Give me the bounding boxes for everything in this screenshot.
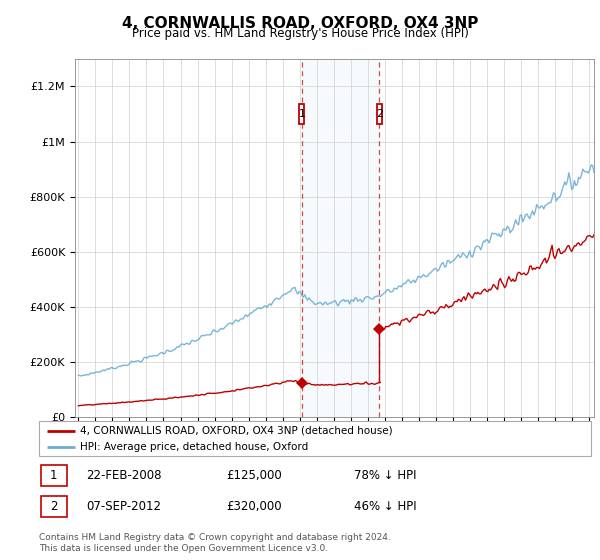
Text: 4, CORNWALLIS ROAD, OXFORD, OX4 3NP (detached house): 4, CORNWALLIS ROAD, OXFORD, OX4 3NP (det… — [80, 426, 393, 436]
Text: Price paid vs. HM Land Registry's House Price Index (HPI): Price paid vs. HM Land Registry's House … — [131, 27, 469, 40]
Text: HPI: Average price, detached house, Oxford: HPI: Average price, detached house, Oxfo… — [80, 442, 308, 452]
FancyBboxPatch shape — [41, 496, 67, 516]
FancyBboxPatch shape — [377, 105, 382, 124]
Text: 1: 1 — [298, 109, 305, 119]
Text: 07-SEP-2012: 07-SEP-2012 — [86, 500, 161, 512]
Text: 2: 2 — [50, 500, 58, 512]
Text: 46% ↓ HPI: 46% ↓ HPI — [353, 500, 416, 512]
Text: 78% ↓ HPI: 78% ↓ HPI — [353, 469, 416, 482]
FancyBboxPatch shape — [41, 465, 67, 486]
Text: 2: 2 — [376, 109, 383, 119]
FancyBboxPatch shape — [299, 105, 304, 124]
Text: Contains HM Land Registry data © Crown copyright and database right 2024.
This d: Contains HM Land Registry data © Crown c… — [39, 533, 391, 553]
Text: £320,000: £320,000 — [227, 500, 283, 512]
Text: 1: 1 — [50, 469, 58, 482]
Bar — [302, 59, 379, 417]
Text: 4, CORNWALLIS ROAD, OXFORD, OX4 3NP: 4, CORNWALLIS ROAD, OXFORD, OX4 3NP — [122, 16, 478, 31]
Text: 22-FEB-2008: 22-FEB-2008 — [86, 469, 161, 482]
Text: £125,000: £125,000 — [227, 469, 283, 482]
FancyBboxPatch shape — [39, 421, 591, 456]
